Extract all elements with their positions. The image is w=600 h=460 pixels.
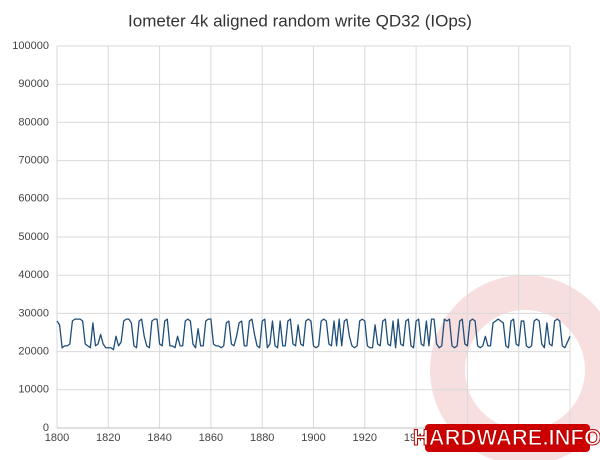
y-tick-label: 60000 bbox=[18, 193, 49, 205]
y-tick-label: 90000 bbox=[18, 78, 49, 90]
x-tick-label: 1820 bbox=[96, 432, 120, 444]
x-tick-label: 1940 bbox=[404, 432, 428, 444]
watermark-badge bbox=[425, 424, 590, 452]
x-tick-label: 1840 bbox=[147, 432, 171, 444]
y-tick-label: 0 bbox=[43, 422, 49, 434]
chart-title: Iometer 4k aligned random write QD32 (IO… bbox=[128, 11, 472, 30]
data-line bbox=[56, 318, 571, 351]
x-tick-label: 1920 bbox=[353, 432, 377, 444]
x-tick-label: 1800 bbox=[45, 432, 69, 444]
y-tick-label: 20000 bbox=[18, 346, 49, 358]
y-tick-label: 100000 bbox=[12, 40, 49, 52]
y-tick-label: 10000 bbox=[18, 384, 49, 396]
y-tick-label: 70000 bbox=[18, 155, 49, 167]
y-tick-label: 50000 bbox=[18, 231, 49, 243]
y-tick-label: 40000 bbox=[18, 269, 49, 281]
y-tick-label: 30000 bbox=[18, 307, 49, 319]
x-tick-label: 1900 bbox=[301, 432, 325, 444]
watermark-text: HARDWARE.INFO bbox=[413, 425, 600, 450]
x-tick-label: 1880 bbox=[250, 432, 274, 444]
watermark-logo bbox=[430, 275, 600, 460]
x-tick-label: 1860 bbox=[199, 432, 223, 444]
plot bbox=[56, 318, 571, 351]
y-tick-label: 80000 bbox=[18, 116, 49, 128]
